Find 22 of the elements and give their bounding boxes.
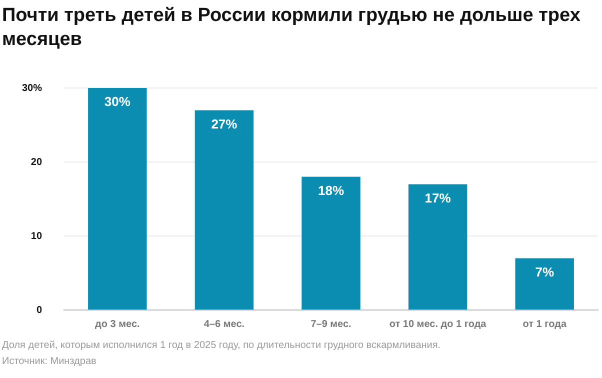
y-tick-label: 30% — [22, 82, 42, 94]
x-tick-label: от 10 мес. до 1 года — [389, 318, 487, 330]
data-label: 7% — [535, 264, 554, 280]
x-tick-label: 4–6 мес. — [204, 318, 245, 330]
y-tick-label: 10 — [30, 230, 42, 242]
x-tick-label: 7–9 мес. — [310, 318, 352, 330]
chart-title: Почти треть детей в России кормили грудью не дольше трех месяцев — [1, 4, 582, 52]
bar — [408, 184, 468, 310]
bar — [88, 88, 147, 310]
data-label: 18% — [318, 182, 344, 198]
data-label: 30% — [104, 94, 131, 110]
data-label: 27% — [211, 116, 238, 132]
y-tick-label: 20 — [30, 156, 42, 168]
text: Источник: Минздрав — [2, 355, 98, 369]
text: Доля детей, которым исполнился 1 год в 2025 году, по длительности грудного вскармливания. — [2, 339, 442, 353]
x-tick-label: до 3 мес. — [95, 318, 140, 330]
data-label: 17% — [424, 190, 452, 206]
bar — [515, 258, 574, 310]
y-tick-label: 0 — [36, 304, 42, 316]
x-tick-label: от 1 года — [522, 318, 567, 330]
bar — [194, 110, 254, 310]
bar — [302, 176, 360, 310]
